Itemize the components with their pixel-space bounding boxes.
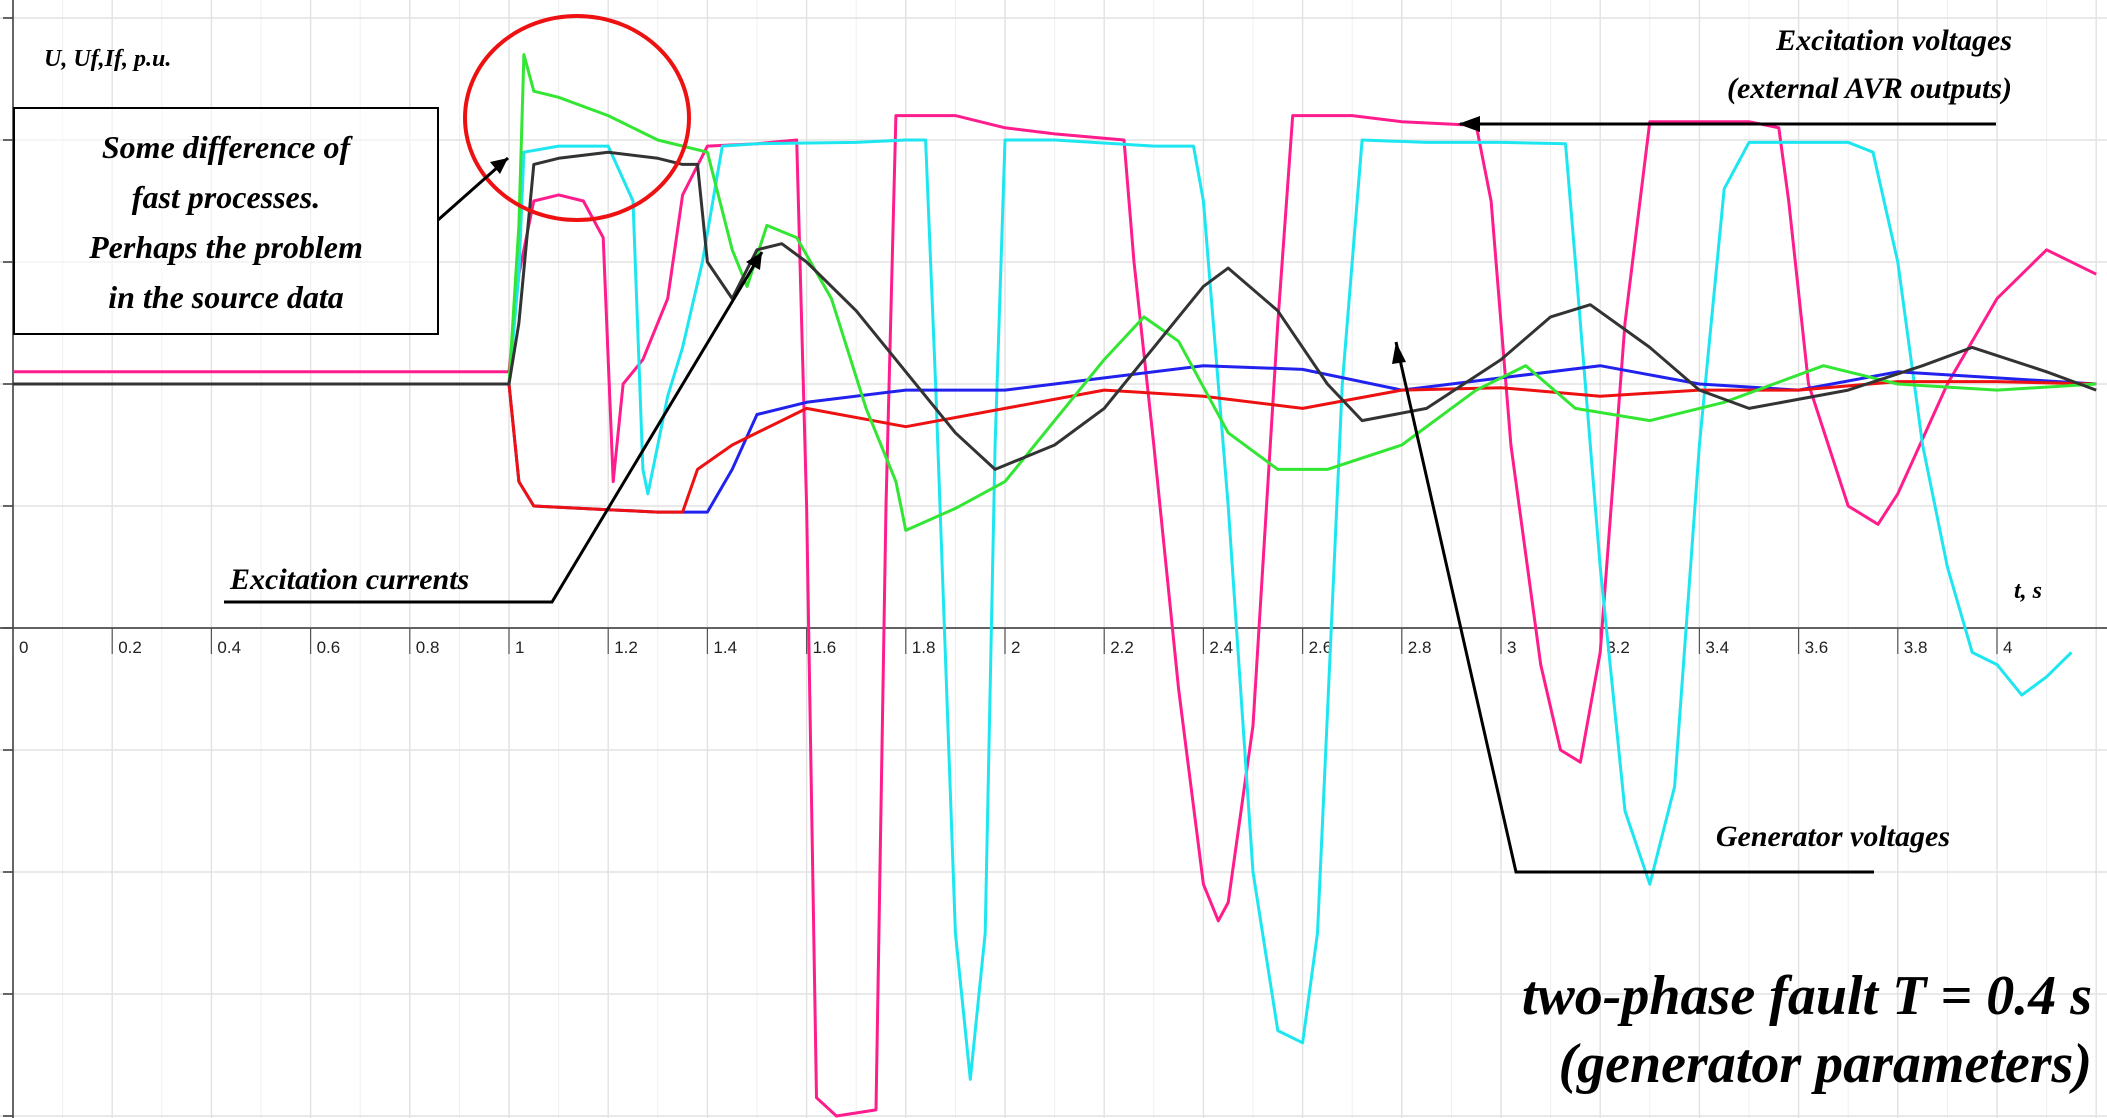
- x-tick-labels: 0 0.2 0.4 0.6 0.8 1 1.2 1.4 1.6 1.8 2 2.2 2.4 2.6 2.8 3…: [12, 628, 2012, 657]
- note-line-4: in the source data: [108, 279, 344, 315]
- x-tick-label: 0: [19, 638, 28, 657]
- note-line-3: Perhaps the problem: [88, 229, 363, 265]
- series-layer: [13, 53, 2097, 1118]
- x-tick-label: 0.2: [118, 638, 142, 657]
- x-tick-label: 2.2: [1110, 638, 1134, 657]
- x-tick-label: 1: [515, 638, 524, 657]
- x-tick-label: 1.4: [713, 638, 737, 657]
- x-tick-label: 3.6: [1805, 638, 1829, 657]
- excitation-voltages-arrowhead: [1458, 116, 1480, 132]
- x-tick-label: 2.8: [1408, 638, 1432, 657]
- generator-voltage-2-line: [13, 380, 2097, 514]
- x-tick-label: 3.2: [1606, 638, 1630, 657]
- generator-voltages-arrow: [1394, 341, 1874, 874]
- excitation-currents-arrow: [224, 251, 764, 604]
- highlight-circle: [463, 14, 691, 222]
- x-tick-label: 1.8: [912, 638, 936, 657]
- generator-voltages-arrowhead: [1392, 342, 1406, 364]
- x-tick-label: 0.6: [317, 638, 341, 657]
- x-tick-label: 3.8: [1904, 638, 1928, 657]
- y-axis-label: U, Uf,If, p.u.: [44, 46, 171, 72]
- note-box: [13, 107, 439, 335]
- annotation-arrows: [224, 116, 1996, 874]
- excitation-current-1-line: [13, 53, 2097, 532]
- x-axis-label: t, s: [2014, 578, 2042, 604]
- x-tick-label: 4: [2003, 638, 2012, 657]
- x-tick-label: 2.4: [1209, 638, 1233, 657]
- note-line-1: Some difference of: [102, 129, 354, 165]
- generator-voltages-label: Generator voltages: [1716, 820, 1950, 853]
- note-line-2: fast processes.: [132, 179, 320, 215]
- x-tick-label: 0.4: [217, 638, 241, 657]
- x-tick-label: 2: [1011, 638, 1020, 657]
- excitation-voltages-label-1: Excitation voltages: [1775, 24, 2012, 57]
- excitation-current-2-line: [13, 150, 2097, 471]
- x-tick-label: 1.2: [614, 638, 638, 657]
- excitation-currents-label: Excitation currents: [229, 563, 469, 596]
- excitation-voltage-1-line: [13, 114, 2097, 1118]
- x-tick-label: 3: [1507, 638, 1516, 657]
- note-arrowhead: [490, 158, 508, 174]
- excitation-voltages-label-2: (external AVR outputs): [1727, 72, 2012, 105]
- x-tick-label: 1.6: [813, 638, 837, 657]
- x-tick-label: 0.8: [416, 638, 440, 657]
- x-tick-label: 3.4: [1705, 638, 1729, 657]
- excitation-voltage-2-line: [13, 138, 2073, 1081]
- fault-title-line-2: (generator parameters): [1558, 1033, 2092, 1095]
- excitation-currents-arrowhead: [746, 252, 762, 270]
- x-tick-label: 2.6: [1309, 638, 1333, 657]
- fault-title-line-1: two-phase fault T = 0.4 s: [1522, 965, 2092, 1027]
